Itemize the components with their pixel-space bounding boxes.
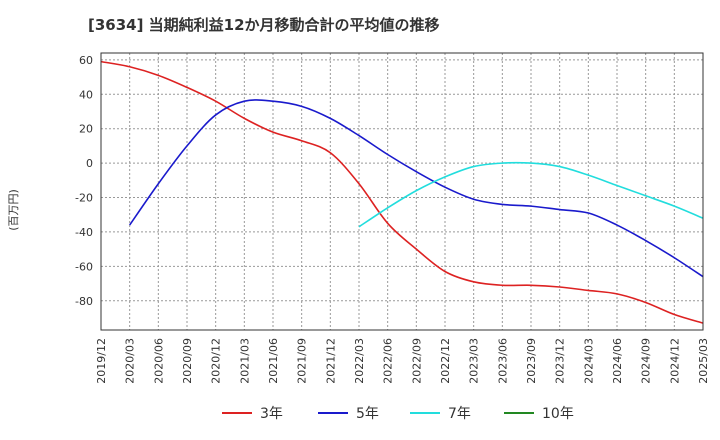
x-tick-layer: 2019/12 2020/03 2020/06 2020/09 2020/12 2021/… [95,338,710,384]
x-tick-label: 2022/09 [410,338,423,384]
x-tick-label: 2020/12 [210,338,223,384]
y-tick-label: 60 [79,54,93,67]
x-tick-label: 2024/06 [611,338,624,384]
grid-layer [101,53,703,330]
series-line-1 [100,60,704,324]
x-tick-label: 2025/03 [697,338,710,384]
legend: 3年 5年 7年 10年 [222,406,574,422]
y-tick-label: 20 [79,123,93,136]
series-line-2 [129,99,704,278]
x-tick-label: 2020/03 [124,338,137,384]
legend-label-3: 7年 [448,406,471,422]
y-tick-label: 40 [79,88,93,101]
x-tick-label: 2023/03 [468,338,481,384]
x-tick-label: 2023/06 [496,338,509,384]
legend-label-4: 10年 [542,406,574,422]
x-tick-label: 2021/03 [238,338,251,384]
x-tick-label: 2023/12 [554,338,567,384]
x-tick-label: 2024/09 [640,338,653,384]
x-tick-label: 2024/03 [582,338,595,384]
y-tick-label: -80 [75,295,93,308]
x-tick-label: 2021/09 [296,338,309,384]
x-tick-label: 2022/12 [439,338,452,384]
legend-label-2: 5年 [356,406,379,422]
y-axis-label: (百万円) [7,189,20,231]
series-line-3 [358,161,704,228]
y-tick-label: -20 [75,192,93,205]
x-tick-label: 2022/03 [353,338,366,384]
x-tick-label: 2020/06 [152,338,165,384]
series-layer [100,60,704,324]
plot-frame [100,52,704,331]
y-tick-layer: 60 40 20 0 -20 -40 -60 -80 [75,54,93,308]
x-tick-label: 2020/09 [181,338,194,384]
y-tick-label: 0 [86,157,93,170]
x-tick-label: 2024/12 [668,338,681,384]
x-tick-label: 2021/06 [267,338,280,384]
y-tick-label: -60 [75,260,93,273]
x-tick-label: 2022/06 [382,338,395,384]
x-tick-label: 2021/12 [324,338,337,384]
chart-title: [3634] 当期純利益12か月移動合計の平均値の推移 [88,16,440,34]
legend-label-1: 3年 [260,406,283,422]
x-tick-label: 2019/12 [95,338,108,384]
x-tick-label: 2023/09 [525,338,538,384]
y-tick-label: -40 [75,226,93,239]
